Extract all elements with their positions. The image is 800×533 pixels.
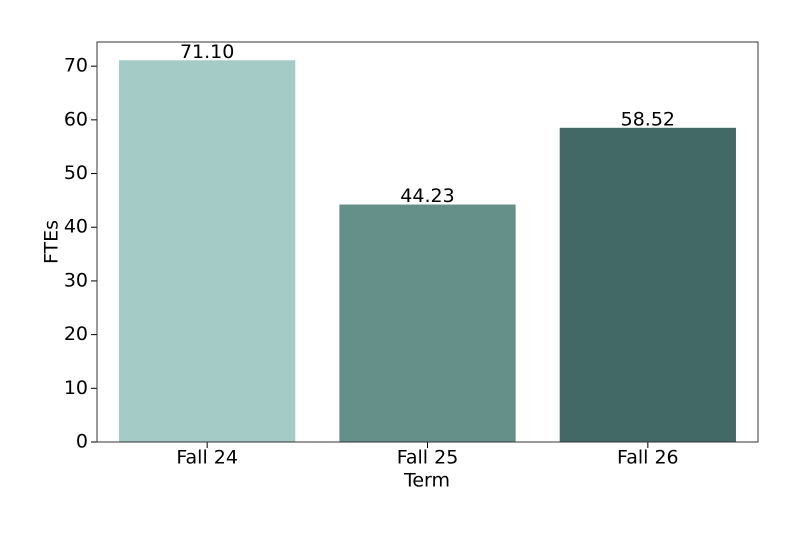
y-tick-label: 60	[64, 108, 88, 130]
plot-frame	[96, 41, 759, 443]
x-tick-label: Fall 25	[397, 447, 459, 469]
x-tick-label: Fall 26	[617, 447, 679, 469]
value-label: 71.10	[180, 41, 234, 63]
bar	[559, 127, 736, 443]
y-tick-label: 10	[64, 377, 88, 399]
y-tick-label: 40	[64, 216, 88, 238]
bar	[119, 60, 296, 442]
y-tick-label: 50	[64, 162, 88, 184]
y-tick-label: 30	[64, 269, 88, 291]
value-label: 44.23	[400, 185, 454, 207]
y-tick-label: 70	[64, 55, 88, 77]
bar	[339, 204, 516, 442]
y-axis-label: FTEs	[41, 220, 63, 264]
y-tick-label: 0	[76, 431, 88, 453]
y-tick-label: 20	[64, 323, 88, 345]
value-label: 58.52	[621, 108, 675, 130]
x-tick-label: Fall 24	[176, 447, 238, 469]
x-axis-label: Term	[403, 470, 450, 492]
